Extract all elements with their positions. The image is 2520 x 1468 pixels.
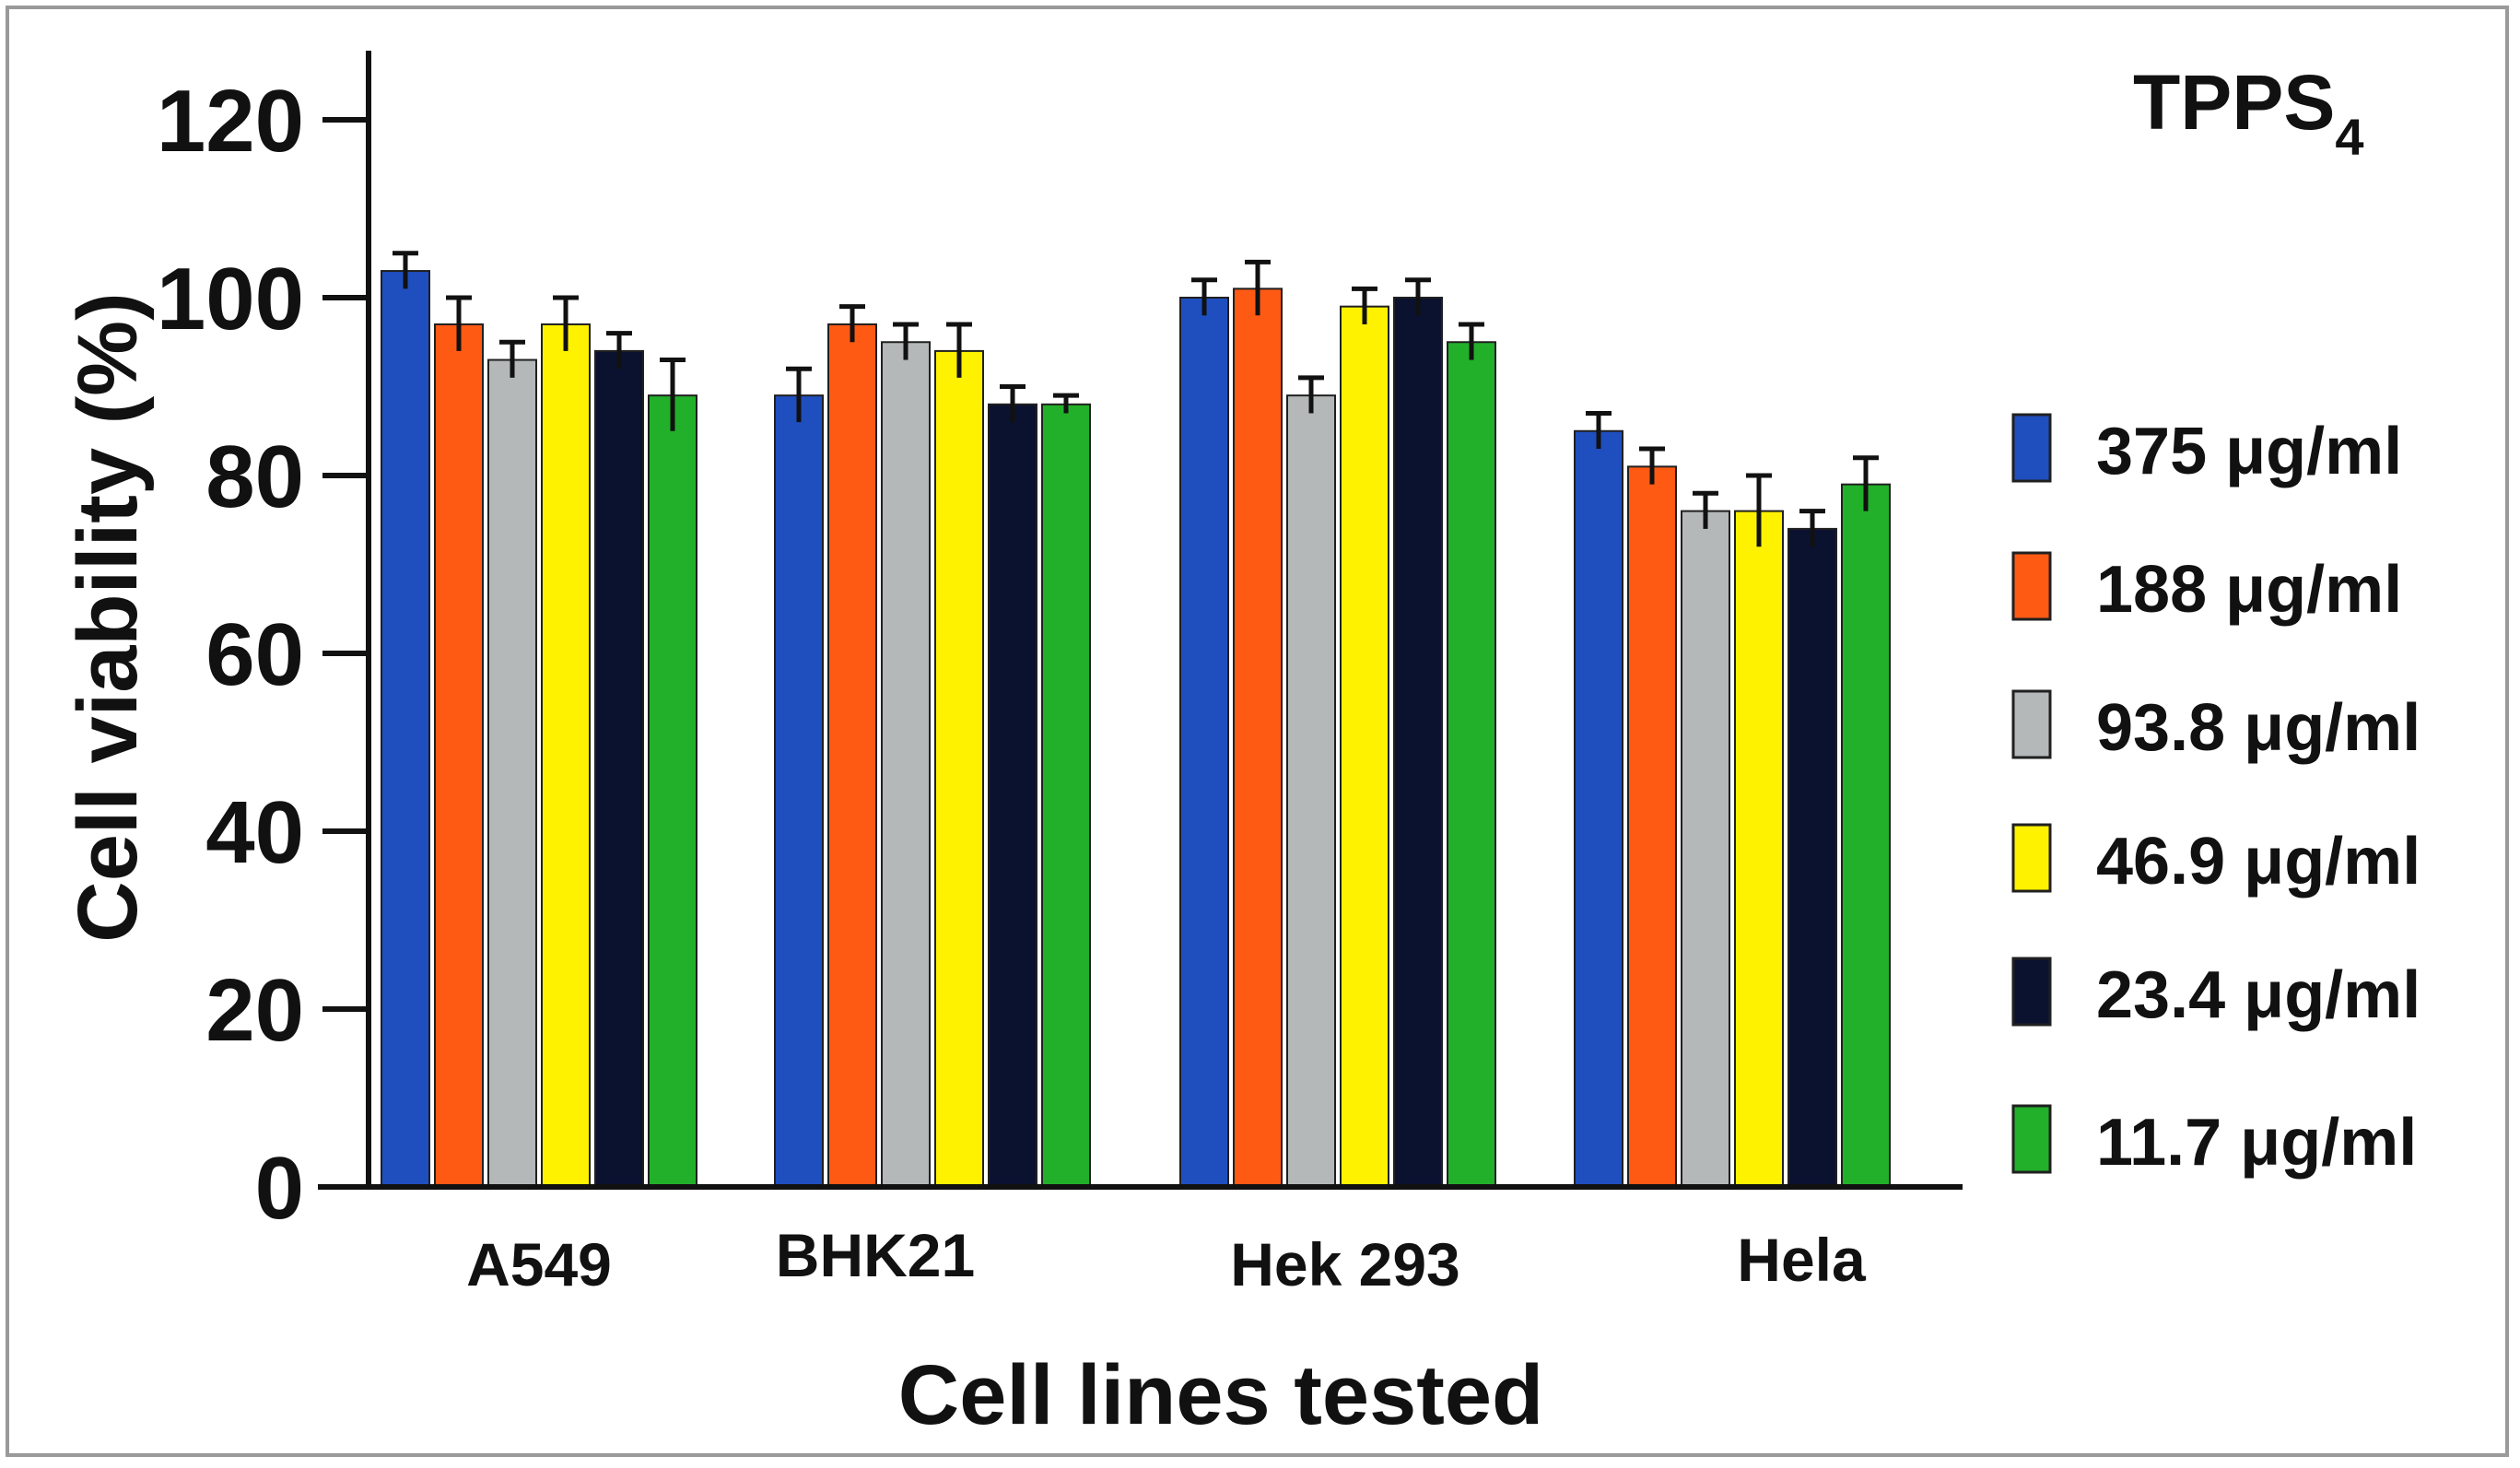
bar bbox=[988, 403, 1037, 1188]
legend-label: 188 μg/ml bbox=[2096, 553, 2402, 627]
bar bbox=[381, 270, 430, 1188]
bar bbox=[934, 349, 984, 1188]
x-tick-labels: A549 BHK21 Hek 293 Hela bbox=[466, 1221, 1867, 1298]
x-tick-label: Hek 293 bbox=[1230, 1230, 1460, 1298]
figure-frame bbox=[6, 6, 2509, 1457]
bar bbox=[1681, 510, 1730, 1188]
bar bbox=[1841, 483, 1891, 1188]
bar-group bbox=[774, 304, 1091, 1188]
x-axis-title: Cell lines tested bbox=[898, 1348, 1543, 1442]
bars-layer bbox=[381, 251, 1891, 1189]
chart-title: TPPS4 bbox=[2133, 59, 2364, 166]
bar bbox=[594, 349, 644, 1188]
bar bbox=[1041, 403, 1091, 1188]
legend-item: 188 μg/ml bbox=[2011, 551, 2402, 627]
y-tick-label: 120 bbox=[157, 72, 304, 170]
bar bbox=[1179, 297, 1229, 1188]
bar bbox=[1233, 288, 1283, 1189]
bar bbox=[881, 341, 931, 1188]
legend-label: 46.9 μg/ml bbox=[2096, 825, 2420, 898]
bar bbox=[1340, 305, 1389, 1188]
legend-swatch bbox=[2011, 413, 2052, 483]
legend-item: 11.7 μg/ml bbox=[2011, 1104, 2417, 1180]
bar bbox=[827, 323, 877, 1188]
legend-label: 93.8 μg/ml bbox=[2096, 691, 2420, 765]
legend-item: 375 μg/ml bbox=[2011, 413, 2402, 488]
x-tick-label: A549 bbox=[466, 1230, 612, 1298]
legend-swatch bbox=[2011, 689, 2052, 759]
y-tick-label: 80 bbox=[205, 428, 304, 526]
legend-swatch bbox=[2011, 823, 2052, 893]
y-tick-label: 100 bbox=[157, 250, 304, 348]
bar bbox=[1286, 394, 1336, 1188]
y-axis-title: Cell viability (%) bbox=[61, 292, 155, 943]
legend-swatch bbox=[2011, 551, 2052, 621]
y-tick-label: 60 bbox=[205, 605, 304, 704]
legend-label: 11.7 μg/ml bbox=[2096, 1106, 2417, 1180]
bar bbox=[434, 323, 484, 1188]
legend-label: 23.4 μg/ml bbox=[2096, 958, 2420, 1032]
bar bbox=[648, 394, 697, 1188]
legend: 375 μg/ml 188 μg/ml 93.8 μg/ml 46.9 μg/ml 23… bbox=[2011, 413, 2420, 1180]
y-ticks: 0 20 40 60 80 100 120 bbox=[157, 72, 369, 1238]
y-tick-label: 0 bbox=[255, 1139, 304, 1238]
bar bbox=[1574, 429, 1623, 1188]
x-tick-label: Hela bbox=[1737, 1226, 1867, 1294]
y-tick-label: 40 bbox=[205, 783, 304, 882]
legend-item: 93.8 μg/ml bbox=[2011, 689, 2420, 765]
legend-swatch bbox=[2011, 1104, 2052, 1174]
y-tick-label: 20 bbox=[205, 961, 304, 1060]
legend-swatch bbox=[2011, 957, 2052, 1027]
chart-title-main: TPPS bbox=[2133, 59, 2335, 146]
legend-item: 46.9 μg/ml bbox=[2011, 823, 2420, 898]
x-tick-label: BHK21 bbox=[776, 1221, 975, 1289]
axes-layer bbox=[318, 51, 1963, 1190]
bar-group bbox=[1179, 259, 1496, 1189]
bar-group bbox=[1574, 410, 1891, 1189]
bar-group bbox=[381, 251, 697, 1188]
legend-label: 375 μg/ml bbox=[2096, 415, 2402, 488]
bar bbox=[1787, 527, 1837, 1188]
bar bbox=[1393, 297, 1443, 1188]
legend-item: 23.4 μg/ml bbox=[2011, 957, 2420, 1032]
chart-title-subscript: 4 bbox=[2335, 108, 2363, 166]
bar bbox=[774, 394, 824, 1188]
bar bbox=[1627, 465, 1677, 1189]
bar bbox=[1734, 510, 1784, 1188]
bar bbox=[541, 323, 591, 1188]
bar bbox=[1447, 341, 1496, 1188]
bar bbox=[487, 358, 537, 1188]
